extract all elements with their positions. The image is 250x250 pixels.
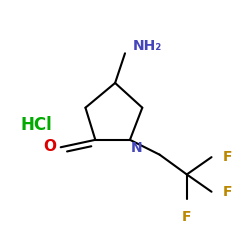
Text: F: F	[223, 150, 232, 164]
Text: F: F	[182, 210, 192, 224]
Text: N: N	[130, 142, 142, 156]
Text: HCl: HCl	[20, 116, 52, 134]
Text: F: F	[223, 185, 232, 199]
Text: NH₂: NH₂	[132, 39, 162, 53]
Text: O: O	[43, 138, 56, 154]
